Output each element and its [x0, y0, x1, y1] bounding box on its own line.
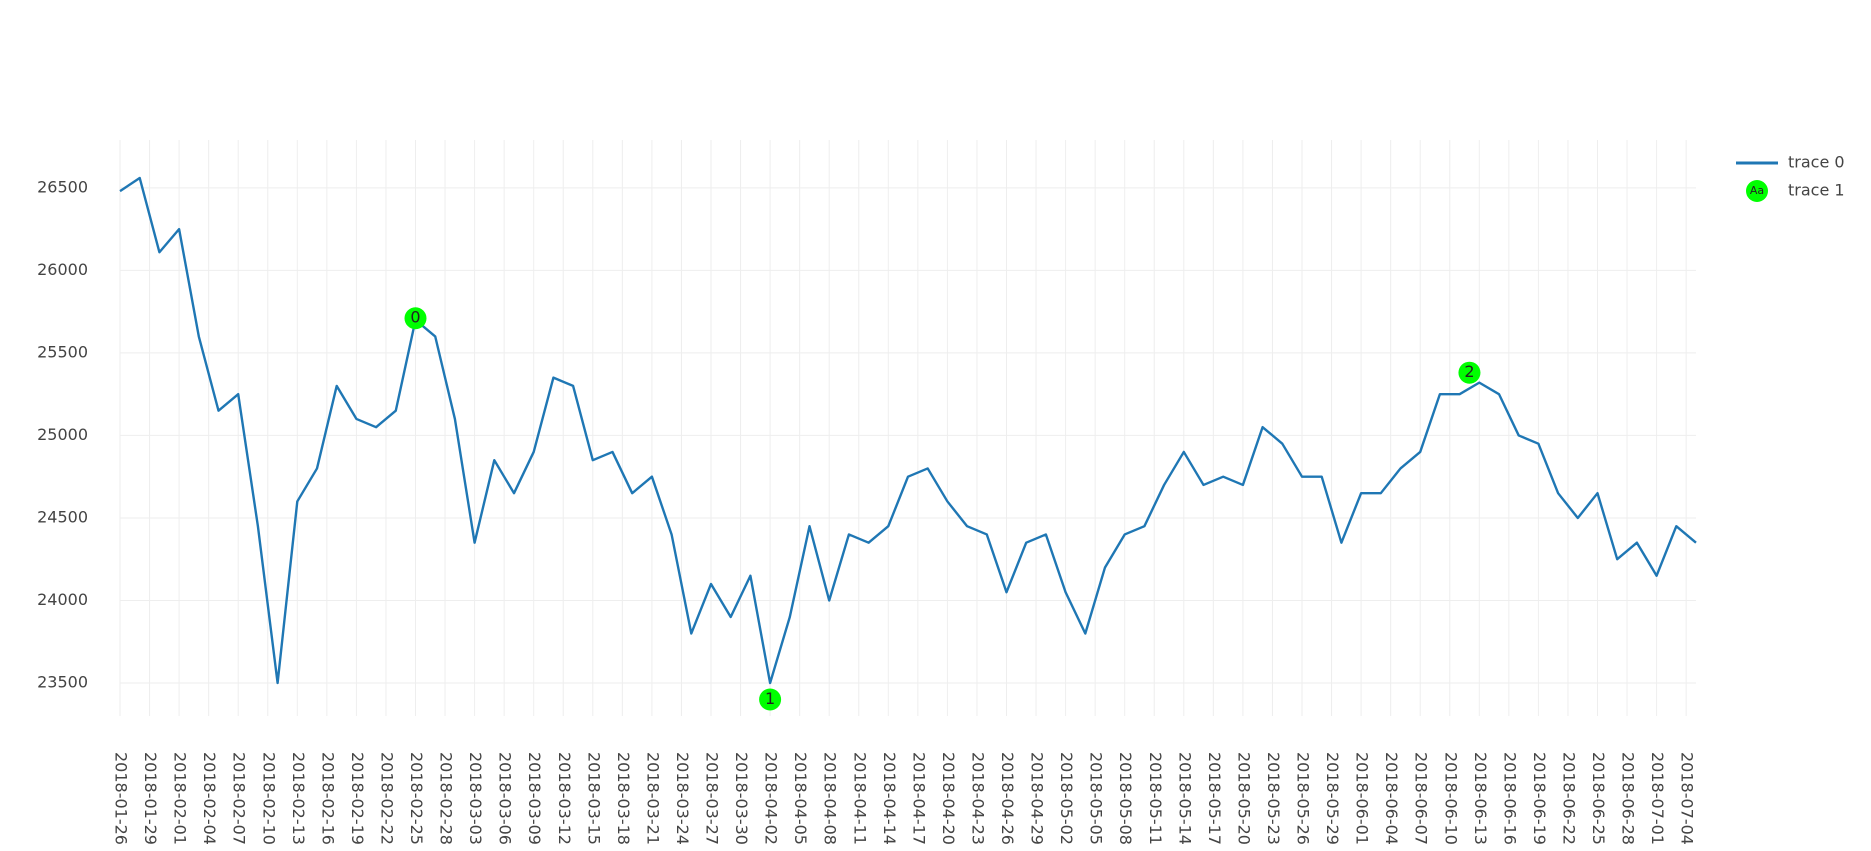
- x-tick-label: 2018-01-29: [141, 752, 160, 845]
- x-tick-label: 2018-03-30: [732, 752, 751, 845]
- y-tick-label: 25500: [37, 342, 88, 361]
- x-tick-label: 2018-04-20: [939, 752, 958, 845]
- x-tick-label: 2018-03-21: [643, 752, 662, 845]
- x-tick-label: 2018-06-04: [1382, 752, 1401, 845]
- x-tick-label: 2018-05-26: [1294, 752, 1313, 845]
- x-tick-label: 2018-05-20: [1234, 752, 1253, 845]
- x-tick-label: 2018-02-19: [348, 752, 367, 845]
- x-tick-label: 2018-03-06: [496, 752, 515, 845]
- marker-text: 0: [410, 308, 420, 327]
- x-tick-label: 2018-04-02: [762, 752, 781, 845]
- x-tick-label: 2018-03-15: [584, 752, 603, 845]
- x-tick-label: 2018-06-01: [1353, 752, 1372, 845]
- y-tick-label: 25000: [37, 425, 88, 444]
- y-tick-label: 26000: [37, 260, 88, 279]
- y-tick-label: 23500: [37, 672, 88, 691]
- y-tick-label: 26500: [37, 177, 88, 196]
- x-tick-label: 2018-07-01: [1648, 752, 1667, 845]
- x-tick-label: 2018-02-16: [318, 752, 337, 845]
- x-tick-label: 2018-04-17: [909, 752, 928, 845]
- marker-text: 1: [765, 689, 775, 708]
- x-tick-label: 2018-05-23: [1264, 752, 1283, 845]
- x-tick-label: 2018-04-23: [968, 752, 987, 845]
- x-tick-label: 2018-06-16: [1500, 752, 1519, 845]
- x-tick-label: 2018-06-22: [1559, 752, 1578, 845]
- legend-label: trace 0: [1788, 153, 1845, 172]
- x-tick-label: 2018-05-17: [1205, 752, 1224, 845]
- x-tick-label: 2018-02-07: [230, 752, 249, 845]
- x-tick-label: 2018-06-19: [1530, 752, 1549, 845]
- x-tick-label: 2018-04-26: [998, 752, 1017, 845]
- legend-label: trace 1: [1788, 181, 1845, 200]
- legend-swatch: [1746, 180, 1768, 202]
- x-tick-label: 2018-02-04: [200, 752, 219, 845]
- x-tick-label: 2018-06-28: [1619, 752, 1638, 845]
- y-tick-label: 24500: [37, 507, 88, 526]
- x-tick-label: 2018-06-13: [1471, 752, 1490, 845]
- x-tick-label: 2018-04-11: [850, 752, 869, 845]
- x-tick-label: 2018-03-09: [525, 752, 544, 845]
- x-tick-label: 2018-02-13: [289, 752, 308, 845]
- x-tick-label: 2018-05-11: [1146, 752, 1165, 845]
- x-tick-label: 2018-07-04: [1678, 752, 1697, 845]
- x-tick-label: 2018-05-08: [1116, 752, 1135, 845]
- x-tick-label: 2018-02-28: [437, 752, 456, 845]
- x-tick-label: 2018-05-14: [1175, 752, 1194, 845]
- x-tick-label: 2018-02-22: [377, 752, 396, 845]
- x-tick-label: 2018-05-02: [1057, 752, 1076, 845]
- x-tick-label: 2018-06-07: [1412, 752, 1431, 845]
- x-tick-label: 2018-03-03: [466, 752, 485, 845]
- marker: [1458, 361, 1481, 384]
- x-tick-label: 2018-03-12: [555, 752, 574, 845]
- x-tick-label: 2018-03-27: [703, 752, 722, 845]
- x-tick-label: 2018-03-18: [614, 752, 633, 845]
- x-tick-label: 2018-04-05: [791, 752, 810, 845]
- x-tick-label: 2018-02-10: [259, 752, 278, 845]
- x-tick-label: 2018-04-14: [880, 752, 899, 845]
- x-tick-label: 2018-03-24: [673, 752, 692, 845]
- x-tick-label: 2018-04-08: [821, 752, 840, 845]
- x-tick-label: 2018-05-05: [1087, 752, 1106, 845]
- marker: [759, 688, 782, 711]
- y-tick-label: 24000: [37, 590, 88, 609]
- x-tick-label: 2018-05-29: [1323, 752, 1342, 845]
- x-tick-label: 2018-01-26: [112, 752, 131, 845]
- legend-symbol: Aa: [1750, 184, 1764, 197]
- x-tick-label: 2018-02-25: [407, 752, 426, 845]
- x-tick-label: 2018-06-10: [1441, 752, 1460, 845]
- x-tick-label: 2018-06-25: [1589, 752, 1608, 845]
- line: [119, 176, 1697, 685]
- marker-text: 2: [1464, 362, 1474, 381]
- x-tick-label: 2018-04-29: [1028, 752, 1047, 845]
- x-tick-label: 2018-02-01: [171, 752, 190, 845]
- marker: [404, 307, 427, 330]
